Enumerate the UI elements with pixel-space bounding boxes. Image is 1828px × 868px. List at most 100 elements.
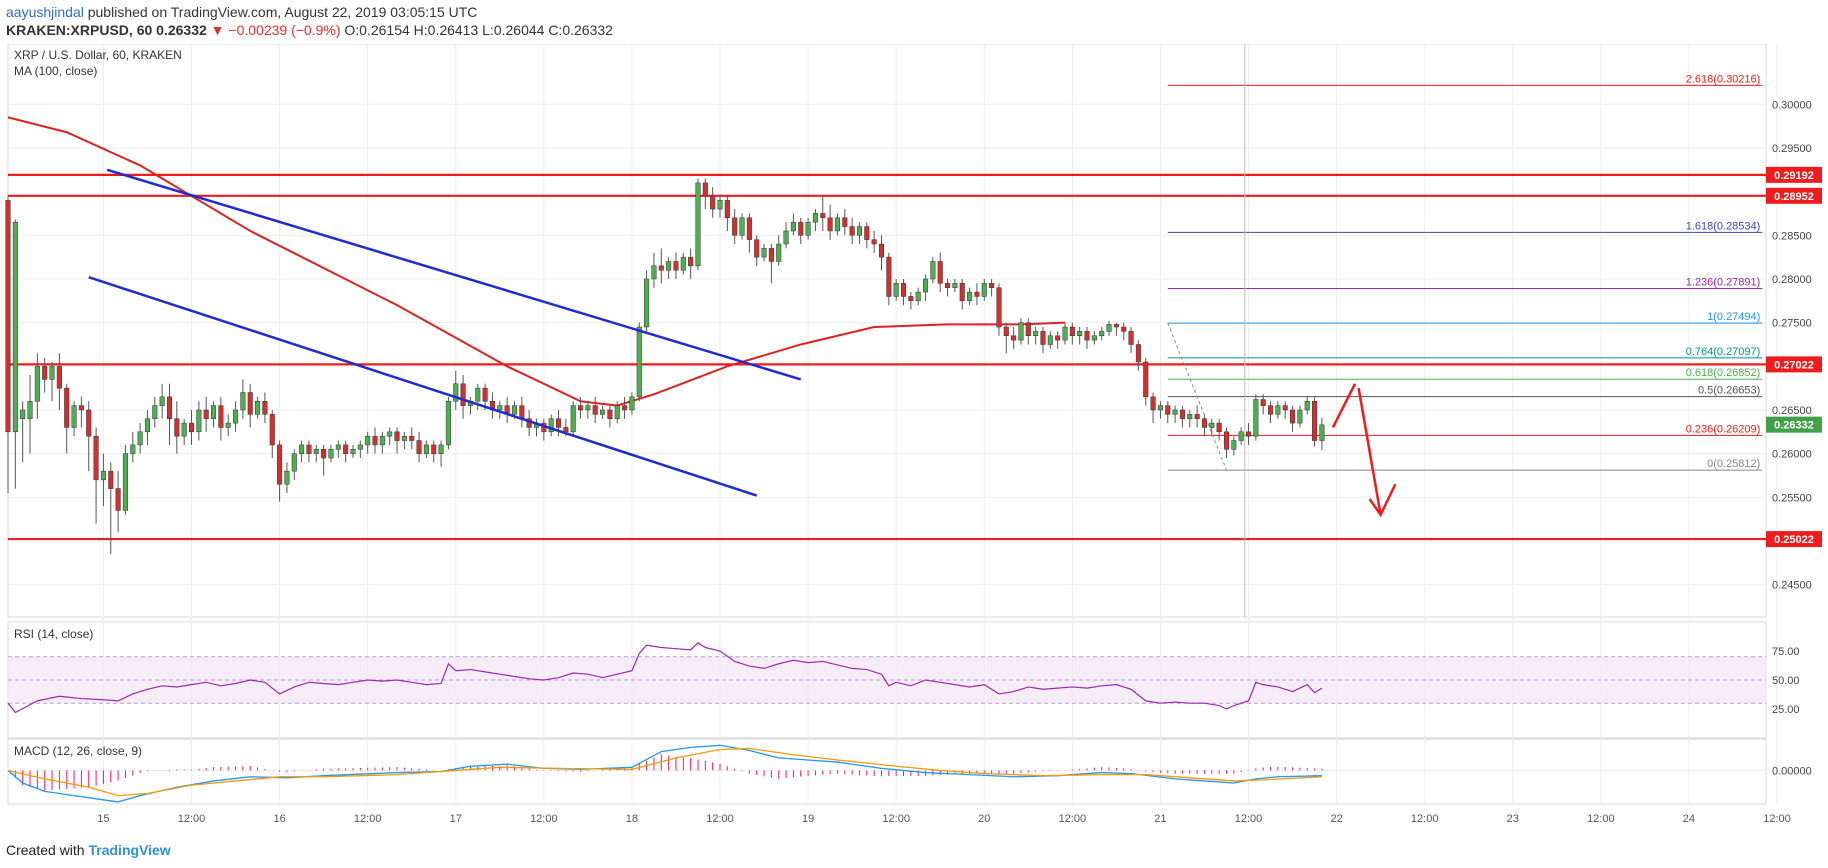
candle-body	[1077, 331, 1083, 336]
fib-level-label: 0.764(0.27097)	[1686, 346, 1761, 358]
candle-body	[1025, 322, 1031, 336]
candle-body	[614, 405, 620, 419]
candle-body	[1069, 326, 1075, 336]
candle-body	[115, 488, 121, 511]
x-tick-label: 21	[1154, 813, 1166, 825]
candle-body	[1223, 431, 1230, 450]
candle-body	[431, 444, 437, 454]
rsi-tick-label: 25.00	[1772, 704, 1800, 716]
candle-body	[218, 405, 224, 428]
candle-body	[900, 283, 907, 297]
chart-area[interactable]: 15 12:00 16 12:00 17 12:00 18 12:00 19 12:00 20 12:…	[0, 44, 1828, 840]
y-tick-label: 0.27500	[1772, 318, 1812, 330]
candle-body	[754, 239, 760, 258]
candle-body	[1018, 322, 1024, 341]
x-tick-label: 15	[97, 813, 109, 825]
candle-body	[548, 418, 554, 433]
last-value: 0.26332	[156, 22, 207, 38]
candle-body	[225, 422, 231, 428]
candle-body	[967, 291, 973, 302]
candle-body	[1157, 405, 1163, 411]
candle-body	[1268, 405, 1274, 415]
publish-info: aayushjindal published on TradingView.co…	[6, 4, 477, 20]
candle-body	[629, 396, 635, 411]
rsi-title: RSI (14, close)	[14, 627, 93, 641]
candle-body	[247, 392, 253, 415]
fib-level-label: 0.5(0.26653)	[1698, 385, 1760, 397]
candle-body	[240, 392, 246, 411]
price-tag-label: 0.25022	[1774, 534, 1814, 546]
candle-body	[812, 213, 818, 223]
forecast-arrow-up	[1331, 383, 1357, 429]
candle-body	[688, 256, 694, 267]
candle-body	[592, 405, 598, 415]
candle-body	[255, 401, 261, 415]
candle-body	[137, 431, 143, 446]
x-tick-label: 17	[450, 813, 462, 825]
candle-body	[570, 405, 576, 433]
candle-body	[460, 383, 466, 406]
candle-body	[981, 283, 987, 297]
candle-body	[732, 217, 738, 236]
candle-body	[790, 221, 796, 232]
candle-body	[423, 444, 429, 454]
chart-title: XRP / U.S. Dollar, 60, KRAKEN	[14, 48, 182, 62]
candle-body	[394, 431, 400, 441]
candle-body	[321, 449, 327, 459]
candle-body	[724, 200, 730, 219]
candle-body	[357, 444, 363, 450]
author-link[interactable]: aayushjindal	[6, 4, 84, 20]
candle-body	[1143, 361, 1149, 398]
candle-body	[989, 283, 995, 288]
candle-body	[1172, 409, 1178, 415]
candle-body	[878, 243, 885, 258]
candle-body	[27, 401, 33, 419]
macd-signal-line	[7, 747, 1322, 797]
fib-level-label: 1(0.27494)	[1707, 311, 1760, 323]
fib-anchor-line	[1167, 322, 1227, 471]
candle-body	[78, 405, 84, 411]
candle-body	[1297, 409, 1303, 424]
candle-body	[122, 453, 128, 511]
candle-body	[996, 287, 1002, 328]
x-tick-label: 12:00	[882, 813, 910, 825]
x-tick-label: 16	[273, 813, 285, 825]
candle-body	[798, 221, 804, 236]
candle-body	[291, 453, 297, 472]
candle-body	[1216, 422, 1222, 433]
candle-body	[555, 418, 562, 428]
candle-body	[717, 200, 723, 210]
candle-body	[864, 226, 870, 240]
fib-level-label: 2.618(0.30216)	[1686, 73, 1761, 85]
x-tick-label: 12:00	[530, 813, 558, 825]
candle-body	[1312, 401, 1318, 441]
candle-body	[401, 435, 407, 441]
candle-body	[842, 217, 848, 227]
fib-level-label: 0.236(0.26209)	[1686, 423, 1761, 435]
tradingview-logo: TradingView	[88, 842, 171, 858]
candle-body	[776, 243, 782, 262]
candle-body	[166, 396, 173, 419]
candle-body	[306, 444, 312, 454]
candle-body	[1055, 335, 1061, 341]
candle-body	[945, 283, 951, 288]
candle-body	[299, 444, 305, 454]
candle-body	[1165, 405, 1171, 415]
candle-body	[666, 261, 672, 271]
candle-body	[1099, 331, 1105, 336]
candle-body	[1253, 399, 1259, 437]
candle-body	[519, 405, 525, 419]
candle-body	[1304, 401, 1310, 411]
symbol-line: KRAKEN:XRPUSD, 60 0.26332 ▼ −0.00239 (−0…	[6, 22, 613, 38]
candle-body	[1194, 414, 1200, 419]
channel-upper-line	[106, 168, 802, 381]
timeframe: 60	[136, 22, 153, 38]
candle-body	[563, 427, 569, 433]
fib-level-label: 1.236(0.27891)	[1686, 276, 1761, 288]
candle-body	[1091, 335, 1097, 341]
candle-body	[673, 261, 679, 271]
candle-body	[827, 217, 833, 232]
macd-title: MACD (12, 26, close, 9)	[14, 744, 142, 758]
y-tick-label: 0.29500	[1772, 143, 1812, 155]
candle-body	[313, 449, 319, 454]
